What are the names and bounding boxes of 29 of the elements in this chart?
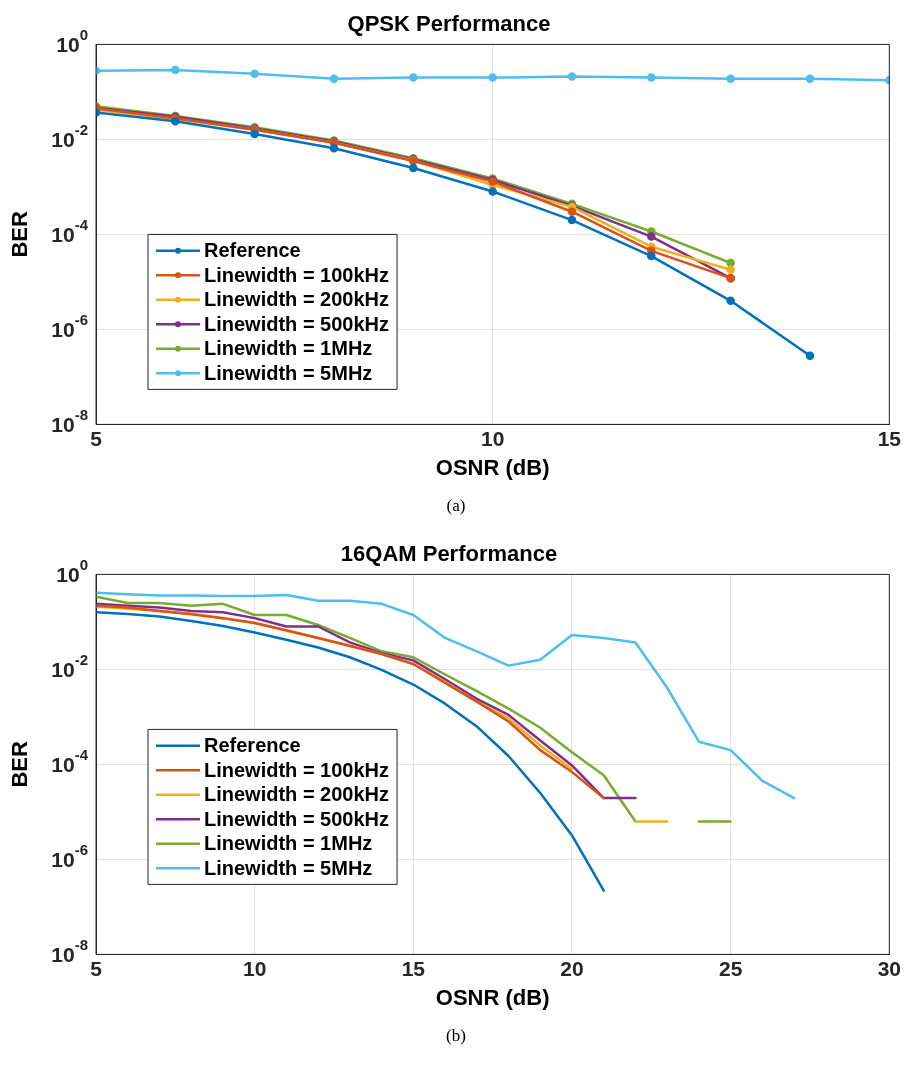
y-axis-title: BER (7, 741, 33, 788)
x-tick-label: 10 (242, 956, 267, 980)
legend-label: Linewidth = 100kHz (204, 263, 390, 286)
chart-title: QPSK Performance (347, 11, 551, 37)
legend-label: Linewidth = 100kHz (204, 758, 390, 781)
legend-label: Reference (204, 734, 301, 757)
x-tick-label: 10 (480, 426, 505, 450)
legend-label: Linewidth = 500kHz (204, 807, 390, 830)
legend-label: Linewidth = 1MHz (204, 337, 373, 360)
x-tick-label: 15 (877, 426, 902, 450)
legend-label: Linewidth = 5MHz (204, 856, 373, 879)
x-tick-label: 30 (877, 956, 901, 980)
text: (b) (445, 1025, 467, 1047)
x-tick-label: 15 (401, 956, 426, 980)
legend-label: Linewidth = 5MHz (204, 361, 373, 384)
legend-label: Linewidth = 500kHz (204, 312, 390, 335)
chart-title: 16QAM Performance (340, 541, 558, 567)
x-tick-label: 5 (90, 426, 103, 450)
text: (a) (445, 495, 467, 517)
legend-label: Linewidth = 200kHz (204, 288, 390, 311)
x-axis-title: OSNR (dB) (435, 454, 550, 480)
legend-label: Linewidth = 200kHz (204, 783, 390, 806)
x-tick-label: 5 (90, 956, 103, 980)
x-tick-label: 20 (560, 956, 584, 980)
x-axis-title: OSNR (dB) (435, 984, 550, 1010)
legend-label: Linewidth = 1MHz (204, 832, 373, 855)
x-tick-label: 25 (718, 956, 743, 980)
legend-label: Reference (204, 239, 301, 262)
y-axis-title: BER (7, 211, 33, 258)
